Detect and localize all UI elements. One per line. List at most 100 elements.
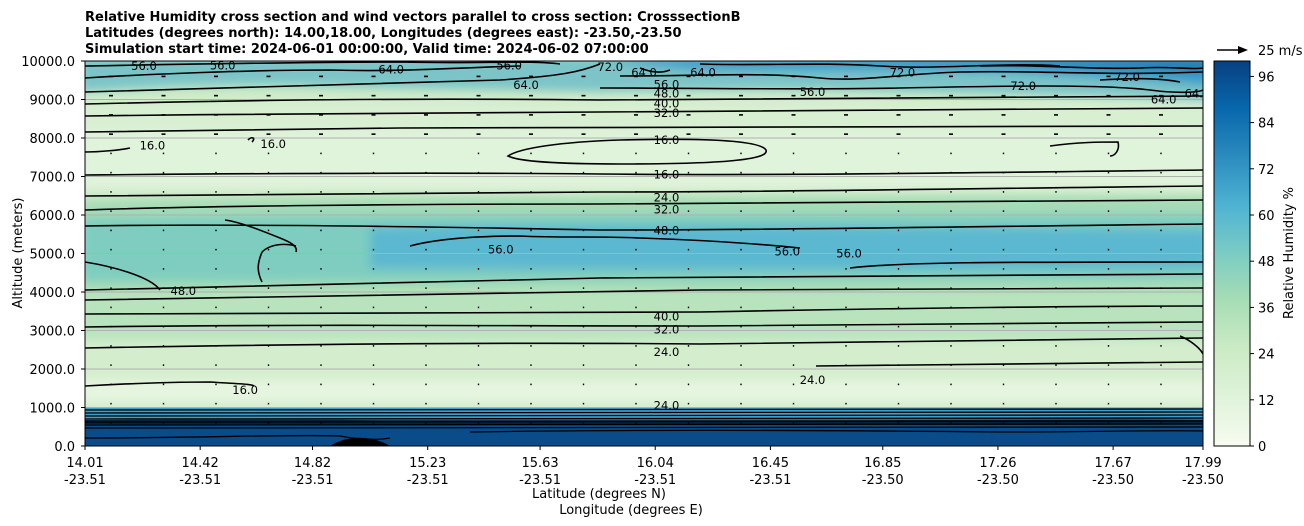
- wind-vector: [1055, 325, 1057, 328]
- x-tick-label-longitude: -23.51: [64, 473, 106, 488]
- wind-vector: [320, 306, 322, 309]
- wind-vector: [424, 133, 428, 135]
- wind-vector: [582, 210, 585, 212]
- wind-vector: [267, 383, 270, 386]
- wind-vector: [897, 325, 900, 328]
- wind-vector: [1054, 133, 1058, 135]
- wind-vector: [372, 229, 375, 232]
- wind-vector: [687, 268, 690, 270]
- wind-vector: [267, 210, 270, 212]
- wind-vector: [792, 325, 795, 328]
- wind-vector: [476, 94, 481, 97]
- wind-vector: [740, 268, 742, 270]
- wind-vector: [635, 210, 637, 212]
- wind-vector: [844, 75, 848, 78]
- wind-vector: [215, 325, 217, 328]
- x-axis-label-longitude: Longitude (degrees E): [559, 503, 703, 518]
- contour-label: 24.0: [654, 399, 680, 413]
- wind-vector: [1002, 306, 1005, 309]
- wind-vector: [1002, 268, 1005, 270]
- contour-line: [224, 219, 298, 253]
- wind-vector: [581, 133, 586, 135]
- wind-vector: [372, 287, 375, 289]
- wind-vector: [949, 114, 953, 116]
- wind-vector: [477, 306, 480, 309]
- wind-vector: [950, 171, 952, 174]
- y-tick-label: 9000.0: [30, 94, 76, 109]
- wind-vector: [1055, 306, 1057, 309]
- contour-label: 72.0: [890, 66, 916, 80]
- wind-vector: [371, 133, 376, 135]
- x-tick-label-latitude: 17.67: [1095, 456, 1132, 471]
- wind-vector: [1107, 325, 1110, 328]
- wind-vector: [215, 268, 217, 270]
- wind-vector: [1055, 191, 1057, 193]
- wind-vector: [214, 133, 218, 135]
- wind-vector: [110, 402, 112, 405]
- wind-vector: [1107, 364, 1110, 366]
- wind-vector: [634, 75, 638, 78]
- wind-vector: [897, 210, 900, 212]
- wind-vector: [530, 402, 532, 405]
- wind-vector: [1002, 422, 1005, 424]
- x-axis-label-latitude: Latitude (degrees N): [532, 487, 666, 502]
- wind-vector: [530, 306, 532, 309]
- wind-vector: [845, 171, 847, 174]
- wind-vector: [687, 229, 690, 232]
- wind-vector: [582, 402, 585, 405]
- y-tick-label: 7000.0: [30, 171, 76, 186]
- wind-vector: [950, 229, 952, 232]
- wind-vector: [530, 287, 532, 289]
- wind-vector: [844, 94, 848, 97]
- wind-vector: [320, 268, 322, 270]
- wind-vector: [371, 75, 376, 78]
- wind-vector: [1160, 364, 1162, 366]
- wind-vector: [740, 248, 742, 251]
- wind-vector: [372, 364, 375, 366]
- wind-vector: [897, 268, 900, 270]
- wind-vector: [476, 133, 481, 135]
- wind-vector: [1159, 75, 1163, 78]
- wind-vector: [1160, 345, 1162, 347]
- wind-vector: [740, 287, 742, 289]
- wind-vector: [110, 364, 112, 366]
- wind-vector: [1002, 152, 1005, 155]
- contour-label: 56.0: [131, 59, 157, 73]
- wind-vector: [740, 210, 742, 212]
- y-tick-label: 6000.0: [30, 209, 76, 224]
- wind-vector: [215, 210, 217, 212]
- wind-vector: [530, 152, 532, 155]
- wind-vector: [1160, 402, 1162, 405]
- x-tick-label-latitude: 17.99: [1184, 456, 1221, 471]
- wind-vector: [267, 248, 270, 251]
- wind-vector: [582, 229, 585, 232]
- wind-vector: [162, 268, 165, 270]
- wind-vector: [477, 191, 480, 193]
- wind-vector: [320, 191, 322, 193]
- wind-vector: [635, 229, 637, 232]
- wind-vector: [320, 210, 322, 212]
- wind-vector: [1160, 306, 1162, 309]
- x-tick-label-latitude: 14.42: [182, 456, 219, 471]
- contour-line: [85, 426, 1203, 429]
- contour-line: [85, 411, 1203, 414]
- wind-vector: [425, 191, 427, 193]
- wind-vector: [1160, 325, 1162, 328]
- wind-vector: [1159, 133, 1163, 135]
- wind-vector: [267, 422, 270, 424]
- wind-vector: [897, 422, 900, 424]
- wind-vector: [530, 210, 532, 212]
- wind-vector: [1002, 229, 1005, 232]
- wind-vector: [214, 94, 218, 97]
- contour-label: 72.0: [1010, 79, 1036, 93]
- contour-line: [599, 85, 1203, 94]
- wind-vector: [950, 325, 952, 328]
- wind-vector: [582, 191, 585, 193]
- wind-vector: [1001, 133, 1006, 135]
- wind-vector: [425, 152, 427, 155]
- wind-vector: [109, 133, 113, 135]
- wind-vector: [1107, 152, 1110, 155]
- wind-vector: [214, 114, 218, 116]
- wind-vector: [845, 229, 847, 232]
- wind-vector: [372, 171, 375, 174]
